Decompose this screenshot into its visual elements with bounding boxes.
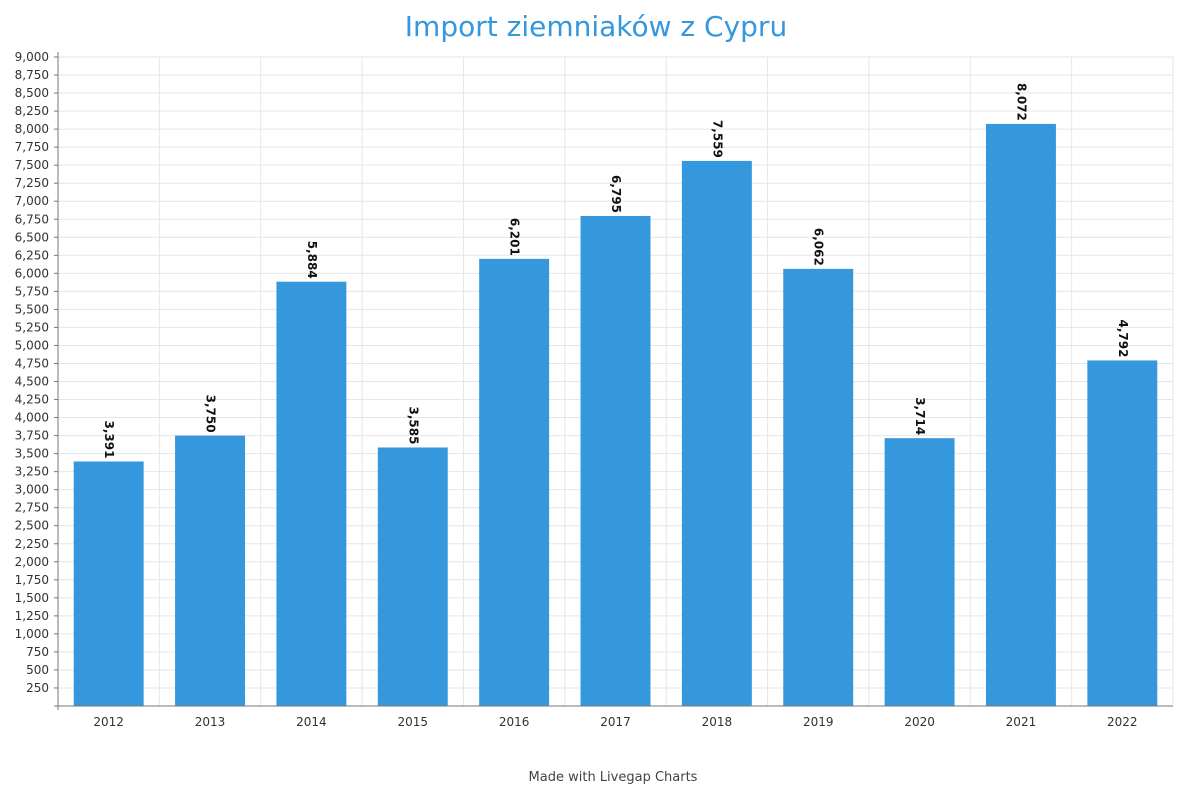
bar-2017[interactable] (580, 216, 651, 706)
y-tick-label: 500 (26, 663, 49, 677)
y-tick-label: 2,000 (15, 555, 49, 569)
labels: 250 500 750 1,000 1,250 1,500 1,750 2,000 2,250 2… (15, 50, 1138, 729)
x-tick-label: 2018 (702, 715, 733, 729)
bar-2018[interactable] (681, 160, 752, 706)
bar-2012[interactable] (73, 461, 144, 706)
x-tick-label: 2020 (904, 715, 935, 729)
bar-2014[interactable] (276, 281, 347, 706)
y-tick-label: 4,000 (15, 411, 49, 425)
y-tick-label: 8,250 (15, 104, 49, 118)
value-label-2015: 3,585 (406, 407, 420, 445)
y-tick-label: 3,250 (15, 465, 49, 479)
y-tick-label: 9,000 (15, 50, 49, 64)
y-tick-label: 7,250 (15, 176, 49, 190)
y-tick-label: 1,250 (15, 609, 49, 623)
y-tick-label: 5,250 (15, 320, 49, 334)
bar-2015[interactable] (377, 447, 448, 706)
y-tick-label: 7,000 (15, 194, 49, 208)
y-tick-label: 8,000 (15, 122, 49, 136)
bar-2022[interactable] (1087, 360, 1158, 706)
y-tick-label: 1,500 (15, 591, 49, 605)
y-tick-label: 2,750 (15, 501, 49, 515)
x-tick-label: 2019 (803, 715, 834, 729)
bar-2016[interactable] (479, 258, 550, 706)
value-label-2020: 3,714 (913, 397, 927, 435)
y-tick-label: 5,500 (15, 302, 49, 316)
bar-2019[interactable] (783, 268, 854, 706)
bar-2021[interactable] (985, 123, 1056, 706)
y-tick-label: 3,000 (15, 483, 49, 497)
y-tick-label: 8,500 (15, 86, 49, 100)
y-tick-label: 1,750 (15, 573, 49, 587)
y-tick-label: 6,750 (15, 212, 49, 226)
y-tick-label: 3,500 (15, 447, 49, 461)
x-tick-label: 2013 (195, 715, 226, 729)
y-tick-label: 250 (26, 681, 49, 695)
value-label-2022: 4,792 (1116, 319, 1130, 357)
y-tick-label: 2,500 (15, 519, 49, 533)
value-label-2013: 3,750 (204, 395, 218, 433)
bar-2020[interactable] (884, 438, 955, 706)
y-tick-label: 7,750 (15, 140, 49, 154)
y-tick-label: 4,500 (15, 375, 49, 389)
x-tick-label: 2012 (93, 715, 124, 729)
value-label-2019: 6,062 (812, 228, 826, 266)
x-tick-label: 2022 (1107, 715, 1138, 729)
y-tick-label: 4,250 (15, 393, 49, 407)
made-with-credit[interactable]: Made with Livegap Charts (528, 770, 698, 785)
y-tick-label: 1,000 (15, 627, 49, 641)
value-label-2012: 3,391 (102, 421, 116, 459)
y-tick-label: 6,000 (15, 266, 49, 280)
axes (54, 52, 1173, 710)
chart-title: Import ziemniaków z Cypru (404, 10, 788, 43)
bars (73, 123, 1158, 706)
y-tick-label: 8,750 (15, 68, 49, 82)
y-tick-label: 4,750 (15, 356, 49, 370)
x-tick-label: 2015 (397, 715, 428, 729)
x-tick-label: 2014 (296, 715, 327, 729)
y-tick-label: 5,750 (15, 284, 49, 298)
y-tick-label: 5,000 (15, 338, 49, 352)
x-tick-label: 2016 (499, 715, 530, 729)
value-label-2017: 6,795 (609, 175, 623, 213)
value-label-2014: 5,884 (305, 241, 319, 279)
y-tick-label: 3,750 (15, 429, 49, 443)
value-label-2021: 8,072 (1014, 83, 1028, 121)
x-tick-label: 2017 (600, 715, 631, 729)
y-tick-label: 750 (26, 645, 49, 659)
y-tick-label: 7,500 (15, 158, 49, 172)
value-label-2018: 7,559 (710, 120, 724, 158)
y-tick-label: 2,250 (15, 537, 49, 551)
y-tick-label: 6,250 (15, 248, 49, 262)
bar-2013[interactable] (175, 435, 246, 706)
x-tick-label: 2021 (1006, 715, 1037, 729)
y-tick-label: 6,500 (15, 230, 49, 244)
value-label-2016: 6,201 (508, 218, 522, 256)
